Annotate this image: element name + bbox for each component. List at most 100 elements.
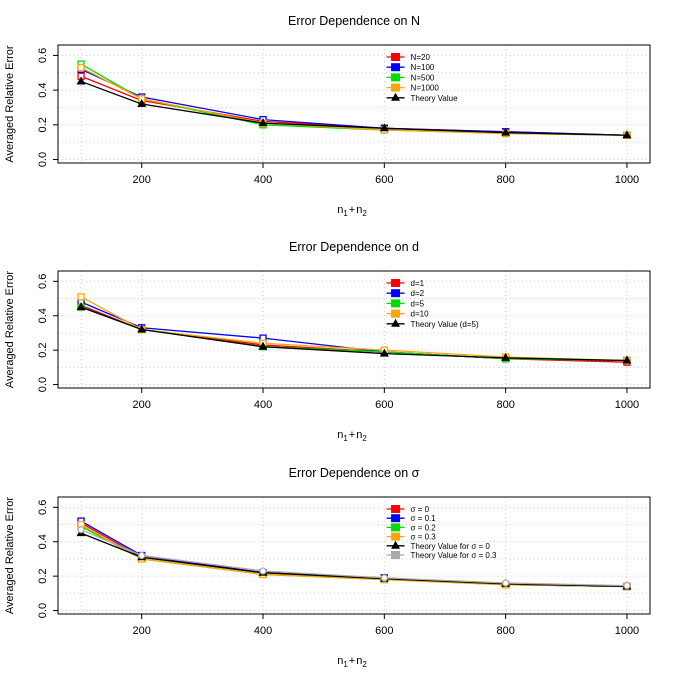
chart-panel-1: Error Dependence on N 200 400 600 800 1000 0.0… [4,14,651,218]
x-tick-label: 1000 [615,174,639,186]
x-tick-label: 200 [133,174,151,186]
x-tick-label: 800 [496,174,514,186]
y-tick-label: 0.2 [37,342,49,357]
legend-marker [391,532,401,541]
chart-title: Error Dependence on σ [289,466,420,480]
chart-title: Error Dependence on d [289,240,419,254]
x-axis-label-part: 2 [362,209,367,218]
legend-marker [391,279,401,287]
legend-label: d=5 [411,299,425,308]
data-point [622,355,632,364]
data-point [379,348,389,357]
legend-marker [391,505,401,513]
legend-marker [391,551,401,559]
x-tick-label: 800 [496,625,514,637]
data-point [138,551,146,560]
y-tick-label: 0.0 [37,152,49,167]
y-tick-label: 0.0 [37,603,49,618]
legend-label: σ = 0.3 [411,533,437,542]
x-axis-label: n1+n2 [337,204,367,218]
legend-marker [391,540,401,549]
y-axis-label: Averaged Relative Error [4,497,16,615]
x-axis-label-part: 2 [362,434,367,443]
x-axis-label: n1+n2 [337,655,367,669]
series-line [80,532,627,588]
y-tick-label: 0.2 [37,117,49,132]
x-axis-label-part: n [337,204,343,216]
legend-marker [391,318,401,327]
data-point [137,324,147,333]
x-axis-label-part: + [349,204,355,216]
legend-label: σ = 0.2 [411,523,437,532]
series-line [80,304,627,363]
data-point [379,123,389,132]
x-axis-label-part: 1 [343,209,348,218]
data-point [77,63,85,72]
data-point [622,130,632,139]
legend-label: d=1 [411,279,425,288]
y-tick-label: 0.0 [37,377,49,392]
data-point [137,98,147,107]
legend-label: σ = 0.1 [411,514,437,523]
data-point [380,574,388,582]
x-axis-label-part: n [337,655,343,667]
chart-title: Error Dependence on N [288,14,420,28]
y-tick-label: 0.6 [37,500,49,515]
x-axis-label-part: + [349,655,355,667]
y-tick-label: 0.4 [37,82,49,97]
x-axis-label-part: n [337,429,343,441]
data-point [501,352,511,361]
plot-frame [57,270,651,389]
x-tick-label: 800 [496,399,514,411]
legend-label: Theory Value for σ = 0.3 [411,551,497,560]
data-point [501,579,510,587]
legend-label: N=100 [411,63,435,72]
legend-marker [391,63,401,72]
y-tick-label: 0.4 [37,308,49,323]
legend-label: N=1000 [411,84,440,93]
legend-label: d=2 [411,289,425,298]
series-line [80,296,627,362]
data-point [258,341,268,350]
x-axis-label-part: n [356,655,362,667]
legend-marker [391,53,401,61]
x-tick-label: 400 [254,625,272,637]
data-point [501,127,511,136]
x-tick-label: 600 [375,399,393,411]
data-point [76,302,86,311]
x-axis-label: n1+n2 [337,429,367,443]
x-tick-label: 200 [133,625,151,637]
data-point [259,567,267,575]
chart-panel-3: Error Dependence on σ 200 400 600 800 1000 0.0… [4,466,651,669]
y-axis-label: Averaged Relative Error [4,45,16,163]
legend-label: σ = 0 [411,505,430,514]
data-point [77,526,85,534]
y-tick-label: 0.6 [37,274,49,289]
x-tick-label: 200 [133,399,151,411]
legend-label: d=10 [411,310,430,319]
x-tick-label: 400 [254,174,272,186]
x-tick-label: 600 [375,625,393,637]
series-line [80,306,627,362]
y-tick-label: 0.6 [37,48,49,63]
x-axis-label-part: + [349,429,355,441]
data-point [258,118,268,127]
data-point [623,581,631,590]
plot-frame [57,496,651,615]
legend-marker [391,299,401,308]
x-tick-label: 1000 [615,625,639,637]
legend-marker [391,523,401,532]
series-line [80,80,627,136]
series-line [80,66,627,136]
x-tick-label: 1000 [615,399,639,411]
legend-marker [391,83,401,92]
series-line [80,68,627,136]
series-line [80,529,627,587]
legend-label: Theory Value [411,94,459,103]
x-tick-label: 400 [254,399,272,411]
x-axis-label-part: n [356,429,362,441]
y-axis-label: Averaged Relative Error [4,271,16,389]
legend-label: N=500 [411,73,435,82]
y-tick-label: 0.4 [37,534,49,549]
x-axis-label-part: 1 [343,660,348,669]
